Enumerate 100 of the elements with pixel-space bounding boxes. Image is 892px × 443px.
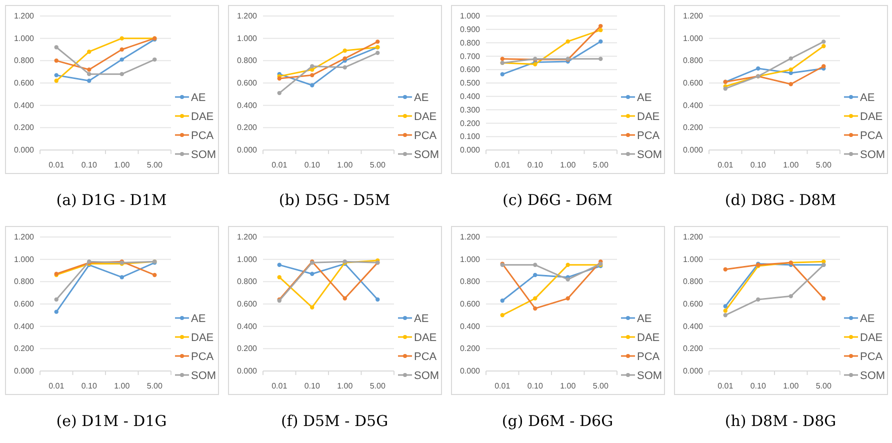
legend-label: DAE	[191, 332, 214, 344]
y-tick-label: 0.600	[14, 78, 35, 88]
y-tick-label: 1.200	[14, 12, 35, 21]
y-tick-label: 0.200	[682, 344, 704, 354]
x-tick-label: 0.01	[494, 160, 511, 170]
legend-label: SOM	[414, 148, 440, 161]
legend-label: PCA	[637, 350, 660, 363]
x-tick-label: 5.00	[370, 382, 386, 391]
legend-label: AE	[191, 92, 206, 104]
y-tick-label: 0.400	[460, 92, 481, 101]
point	[788, 82, 793, 86]
y-tick-label: 0.400	[682, 322, 704, 331]
x-tick-label: 0.01	[718, 382, 734, 391]
point	[533, 272, 538, 278]
point	[152, 272, 157, 278]
y-tick-label: 1.000	[14, 254, 35, 264]
legend-label: DAE	[414, 110, 437, 123]
point	[376, 40, 380, 44]
point	[87, 78, 92, 83]
y-tick-label: 1.200	[682, 232, 704, 242]
point	[788, 67, 793, 72]
y-tick-label: 0.500	[460, 78, 481, 88]
point	[277, 275, 282, 280]
point	[566, 262, 570, 268]
y-tick-label: 1.000	[460, 254, 481, 264]
point	[566, 39, 570, 44]
text: (c) D6G - D6M	[502, 191, 612, 209]
x-tick-label: 0.10	[750, 382, 766, 391]
legend-label: AE	[191, 312, 206, 325]
y-tick-label: 0.100	[460, 132, 481, 142]
x-tick-label: 1.00	[114, 160, 130, 170]
point	[310, 83, 314, 88]
legend-label: SOM	[414, 370, 440, 382]
x-tick-label: 0.10	[304, 382, 320, 391]
y-tick-label: 0.800	[14, 56, 35, 66]
y-tick-label: 0.600	[14, 300, 35, 309]
x-tick-label: 5.00	[592, 382, 609, 391]
legend-label: DAE	[637, 110, 660, 123]
y-tick-label: 0.200	[460, 344, 481, 354]
legend-label: AE	[637, 312, 652, 325]
point	[87, 50, 92, 54]
y-tick-label: 0.600	[236, 300, 258, 309]
x-tick-label: 1.00	[783, 382, 800, 391]
point	[342, 48, 347, 53]
y-tick-label: 1.000	[682, 254, 704, 264]
text: (h) D8M - D8G	[724, 412, 836, 430]
point	[54, 58, 58, 63]
y-tick-label: 0.300	[460, 105, 481, 114]
legend-label: DAE	[860, 110, 883, 123]
y-tick-label: 0.000	[460, 146, 481, 155]
text: (b) D5G - D5M	[278, 191, 390, 209]
point	[533, 306, 538, 311]
text: (a) D1G - D1M	[56, 191, 167, 209]
y-tick-label: 0.000	[14, 366, 35, 376]
y-tick-label: 0.200	[14, 123, 35, 132]
point	[54, 297, 58, 302]
x-tick-label: 1.00	[560, 160, 576, 170]
legend-label: AE	[860, 92, 875, 104]
x-tick-label: 0.01	[718, 160, 734, 170]
y-tick-label: 0.000	[236, 146, 258, 155]
x-tick-label: 1.00	[337, 382, 354, 391]
point	[723, 267, 728, 272]
legend-label: DAE	[860, 332, 883, 344]
x-tick-label: 0.01	[272, 382, 288, 391]
point	[500, 313, 504, 318]
y-tick-label: 0.800	[460, 277, 481, 286]
y-tick-label: 1.000	[14, 34, 35, 43]
point	[756, 297, 760, 302]
point	[598, 56, 603, 61]
y-tick-label: 0.400	[14, 100, 35, 110]
y-tick-label: 0.600	[460, 300, 481, 309]
x-tick-label: 5.00	[816, 160, 832, 170]
y-tick-label: 0.200	[460, 118, 481, 128]
y-tick-label: 0.800	[682, 56, 704, 66]
y-tick-label: 0.400	[460, 322, 481, 331]
x-tick-label: 0.01	[48, 160, 65, 170]
point	[277, 90, 282, 96]
x-tick-label: 0.10	[750, 160, 766, 170]
point	[152, 57, 157, 62]
y-tick-label: 0.800	[682, 277, 704, 286]
y-tick-label: 1.200	[236, 232, 258, 242]
legend-label: SOM	[637, 370, 662, 382]
x-tick-label: 0.10	[304, 160, 320, 170]
x-tick-label: 1.00	[337, 160, 354, 170]
legend-label: PCA	[637, 130, 660, 142]
point	[533, 262, 538, 268]
legend-label: PCA	[191, 350, 214, 363]
point	[54, 78, 58, 83]
x-tick-label: 0.01	[272, 160, 288, 170]
y-tick-label: 1.000	[682, 34, 704, 43]
x-tick-label: 1.00	[114, 382, 130, 391]
legend-label: AE	[414, 92, 429, 104]
x-tick-label: 5.00	[592, 160, 609, 170]
point	[87, 67, 92, 72]
point	[120, 47, 124, 52]
point	[277, 262, 282, 268]
y-tick-label: 0.800	[14, 277, 35, 286]
point	[87, 72, 92, 76]
legend-label: PCA	[191, 130, 214, 142]
point	[120, 72, 124, 76]
